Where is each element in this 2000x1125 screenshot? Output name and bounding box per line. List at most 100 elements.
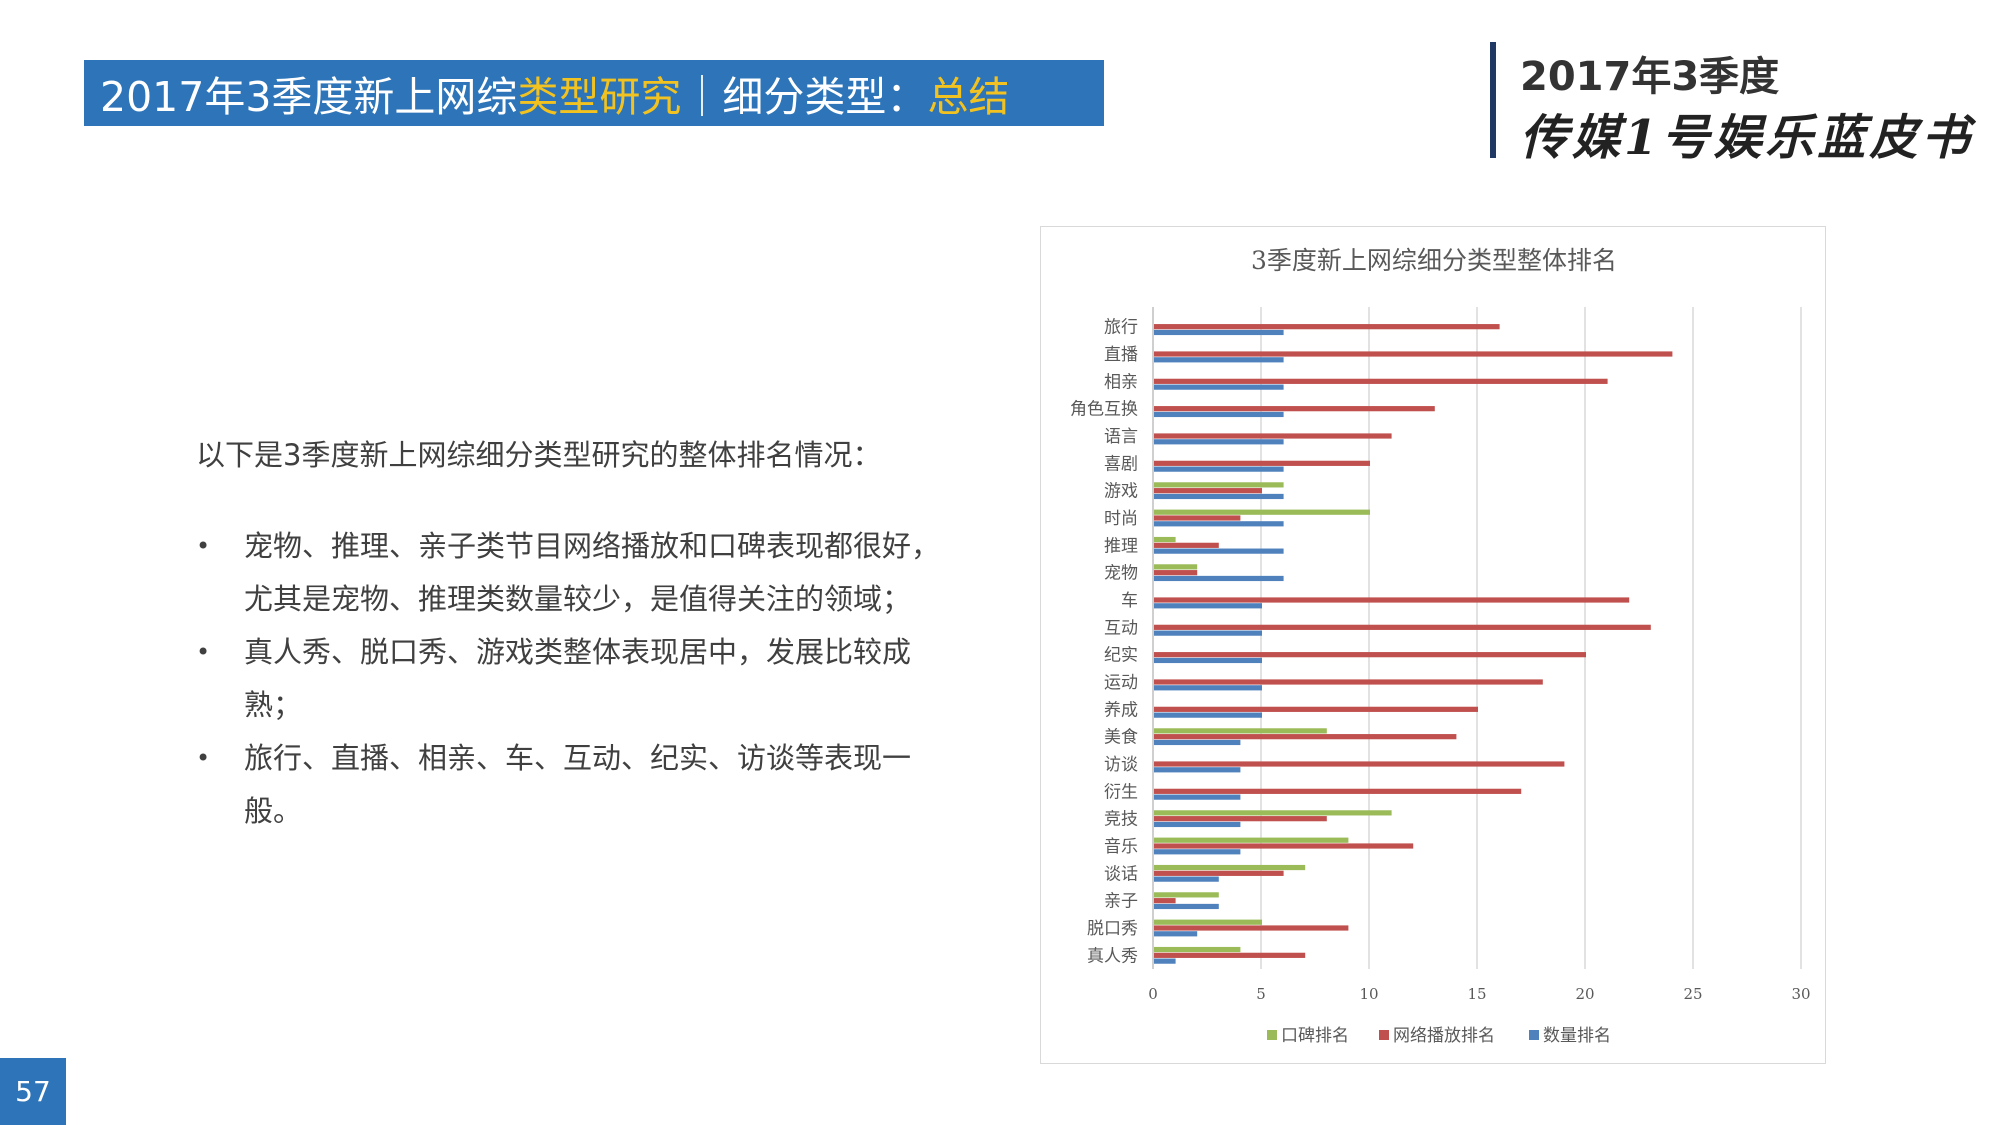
bar-1 xyxy=(1154,816,1327,822)
bar-2 xyxy=(1154,657,1262,664)
bullet-dot-icon: • xyxy=(196,744,211,772)
legend-label: 网络播放排名 xyxy=(1393,1026,1495,1046)
bar-0 xyxy=(1154,482,1284,488)
bar-0 xyxy=(1154,536,1176,543)
chart-container: 3季度新上网综细分类型整体排名 0 5 10 15 20 25 30 旅行 直播 相亲 角色互换 语言喜… xyxy=(1040,226,1826,1064)
bar-1 xyxy=(1154,515,1241,521)
bullet-item: • 宠物、推理、亲子类节目网络播放和口碑表现都很好，尤其是宠物、推理类数量较少，是… xyxy=(196,520,956,626)
bar-2 xyxy=(1154,903,1219,910)
bar-2 xyxy=(1154,767,1241,773)
brand-block: 2017年3季度 传媒1号娱乐蓝皮书 xyxy=(1490,42,1990,166)
bar-2 xyxy=(1154,876,1219,882)
page-number: 57 xyxy=(0,1058,66,1125)
brand-divider xyxy=(1490,42,1496,158)
bullet-dot-icon: • xyxy=(196,532,211,560)
y-category-label: 谈话 xyxy=(1104,864,1138,884)
bullet-text: 旅行、直播、相亲、车、互动、纪实、访谈等表现一般。 xyxy=(244,741,912,828)
bar-2 xyxy=(1154,439,1284,445)
bar-2 xyxy=(1154,739,1241,746)
y-category-label: 语言 xyxy=(1104,427,1138,447)
bar-2 xyxy=(1154,958,1176,964)
bar-2 xyxy=(1154,357,1284,363)
page-title-part3: ｜细分类型： xyxy=(681,73,928,121)
x-tick-label: 25 xyxy=(1683,985,1702,1003)
y-category-label: 纪实 xyxy=(1104,646,1138,666)
x-tick-label: 5 xyxy=(1256,985,1266,1003)
bullet-dot-icon: • xyxy=(196,638,211,666)
legend-label: 数量排名 xyxy=(1543,1026,1611,1046)
legend-swatch xyxy=(1529,1030,1539,1040)
bar-0 xyxy=(1154,946,1241,953)
bullet-item: • 旅行、直播、相亲、车、互动、纪实、访谈等表现一般。 xyxy=(196,732,956,838)
y-category-label: 运动 xyxy=(1104,673,1138,693)
y-category-label: 游戏 xyxy=(1104,482,1138,502)
y-category-label: 时尚 xyxy=(1104,509,1138,529)
brand-year: 2017年3季度 xyxy=(1520,54,1780,100)
bar-1 xyxy=(1154,843,1414,849)
bar-1 xyxy=(1154,734,1457,740)
legend-swatch xyxy=(1267,1030,1277,1040)
bar-2 xyxy=(1154,630,1262,636)
bar-2 xyxy=(1154,603,1262,609)
y-category-label: 直播 xyxy=(1104,345,1138,365)
bar-1 xyxy=(1154,925,1349,931)
bar-1 xyxy=(1154,679,1543,685)
bar-0 xyxy=(1154,564,1198,570)
x-tick-label: 10 xyxy=(1359,985,1378,1003)
bar-2 xyxy=(1154,548,1284,554)
y-category-label: 衍生 xyxy=(1104,782,1138,802)
bar-chart: 3季度新上网综细分类型整体排名 0 5 10 15 20 25 30 旅行直播相亲角色互换语言喜… xyxy=(1070,246,1811,1046)
bar-1 xyxy=(1154,488,1262,494)
bar-1 xyxy=(1154,706,1478,712)
y-category-label: 真人秀 xyxy=(1087,946,1138,966)
x-tick-label: 20 xyxy=(1575,985,1594,1003)
y-category-label: 美食 xyxy=(1104,728,1138,748)
bar-1 xyxy=(1154,624,1651,630)
bar-1 xyxy=(1154,351,1673,357)
bullet-list: • 宠物、推理、亲子类节目网络播放和口碑表现都很好，尤其是宠物、推理类数量较少，是… xyxy=(196,520,956,838)
bar-1 xyxy=(1154,460,1370,466)
bar-2 xyxy=(1154,329,1284,336)
bar-1 xyxy=(1154,378,1608,384)
bar-0 xyxy=(1154,864,1306,871)
y-category-label: 喜剧 xyxy=(1104,454,1138,474)
x-tick-label: 30 xyxy=(1791,985,1810,1003)
bar-1 xyxy=(1154,788,1522,794)
bar-0 xyxy=(1154,810,1392,816)
bar-0 xyxy=(1154,919,1262,925)
intro-text: 以下是3季度新上网综细分类型研究的整体排名情况： xyxy=(196,438,882,472)
bar-2 xyxy=(1154,685,1262,691)
bar-1 xyxy=(1154,570,1198,576)
bar-0 xyxy=(1154,509,1370,515)
page-title-highlight: 类型研究 xyxy=(517,73,682,121)
y-category-label: 访谈 xyxy=(1104,755,1138,775)
bullet-text: 真人秀、脱口秀、游戏类整体表现居中，发展比较成熟； xyxy=(244,635,912,722)
bar-1 xyxy=(1154,597,1630,603)
bar-1 xyxy=(1154,324,1500,330)
y-category-label: 推理 xyxy=(1104,536,1138,556)
bar-1 xyxy=(1154,652,1586,658)
y-category-label: 角色互换 xyxy=(1070,400,1138,420)
y-category-label: 旅行 xyxy=(1104,318,1138,338)
chart-title: 3季度新上网综细分类型整体排名 xyxy=(1251,246,1617,275)
y-category-label: 竞技 xyxy=(1104,810,1138,830)
bar-2 xyxy=(1154,493,1284,500)
bar-0 xyxy=(1154,892,1219,898)
y-category-label: 车 xyxy=(1121,591,1138,611)
bar-1 xyxy=(1154,898,1176,904)
bar-2 xyxy=(1154,821,1241,828)
legend-label: 口碑排名 xyxy=(1281,1026,1349,1046)
bar-2 xyxy=(1154,411,1284,418)
y-category-label: 养成 xyxy=(1104,700,1138,720)
bar-0 xyxy=(1154,837,1349,843)
y-category-label: 互动 xyxy=(1104,618,1138,638)
y-category-label: 亲子 xyxy=(1104,892,1138,912)
bar-2 xyxy=(1154,712,1262,718)
bar-1 xyxy=(1154,761,1565,767)
brand-name: 传媒1号娱乐蓝皮书 xyxy=(1520,110,1974,166)
bar-1 xyxy=(1154,952,1306,958)
bar-2 xyxy=(1154,384,1284,390)
bar-1 xyxy=(1154,542,1219,548)
x-tick-label: 15 xyxy=(1467,985,1486,1003)
y-category-label: 宠物 xyxy=(1104,564,1138,584)
